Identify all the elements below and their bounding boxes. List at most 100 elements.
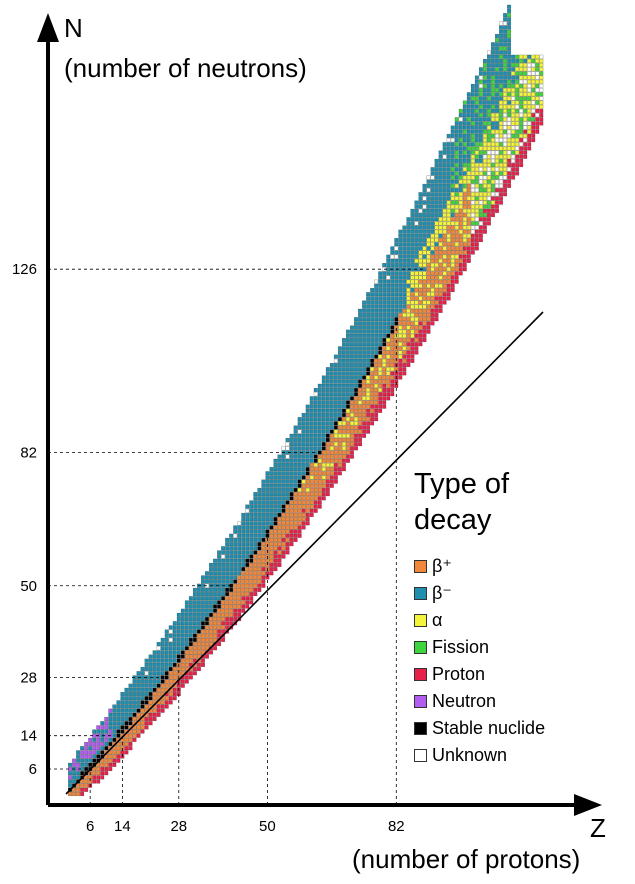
nuclide-cell <box>241 587 246 592</box>
nuclide-cell <box>120 692 125 697</box>
nuclide-cell <box>450 158 455 163</box>
nuclide-cell <box>430 296 435 301</box>
legend-item: β⁻ <box>414 580 545 607</box>
nuclide-cell <box>535 71 540 76</box>
nuclide-cell <box>273 567 278 572</box>
nuclide-cell <box>188 654 193 659</box>
nuclide-cell <box>430 229 435 234</box>
nuclide-cell <box>140 667 145 672</box>
nuclide-cell <box>515 121 520 126</box>
nuclide-cell <box>160 704 165 709</box>
nuclide-cell <box>422 296 427 301</box>
nuclide-cell <box>345 337 350 343</box>
nuclide-cell <box>301 479 306 484</box>
nuclide-cell <box>491 42 495 47</box>
nuclide-cell <box>470 108 475 113</box>
nuclide-cell <box>402 317 407 322</box>
nuclide-cell <box>164 646 169 651</box>
nuclide-cell <box>350 454 354 459</box>
nuclide-cell <box>503 42 508 47</box>
nuclide-cell <box>124 716 129 722</box>
nuclide-cell <box>309 421 314 426</box>
nuclide-cell <box>217 600 222 605</box>
nuclide-cell <box>345 358 350 363</box>
nuclide-cell <box>382 312 387 318</box>
nuclide-cell <box>217 550 222 555</box>
nuclide-cell <box>217 642 222 647</box>
nuclide-cell <box>337 367 342 372</box>
nuclide-cell <box>438 304 443 309</box>
nuclide-cell <box>442 183 447 188</box>
nuclide-cell <box>164 704 169 709</box>
nuclide-cell <box>116 729 121 734</box>
nuclide-cell <box>466 238 471 243</box>
nuclide-cell <box>386 304 391 309</box>
nuclide-cell <box>495 58 499 63</box>
nuclide-cell <box>531 71 536 76</box>
nuclide-cell <box>434 204 439 209</box>
nuclide-cell <box>313 454 318 459</box>
nuclide-cell <box>337 417 342 422</box>
nuclide-cell <box>265 517 270 522</box>
nuclide-cell <box>180 629 185 634</box>
nuclide-cell <box>341 467 346 472</box>
nuclide-cell <box>474 121 479 126</box>
nuclide-cell <box>458 108 463 113</box>
nuclide-cell <box>354 362 358 368</box>
legend-swatch <box>414 668 427 681</box>
nuclide-cell <box>329 467 334 472</box>
nuclide-cell <box>402 342 407 347</box>
nuclide-cell <box>217 612 222 617</box>
nuclide-cell <box>301 500 306 505</box>
nuclide-cell <box>539 88 544 93</box>
nuclide-cell <box>370 312 375 318</box>
nuclide-cell <box>350 358 354 363</box>
nuclide-cell <box>394 242 399 247</box>
nuclide-cell <box>249 537 254 542</box>
nuclide-cell <box>225 550 230 555</box>
nuclide-cell <box>426 200 431 205</box>
nuclide-cell <box>370 392 375 397</box>
nuclide-cell <box>539 113 544 118</box>
nuclide-cell <box>438 225 443 230</box>
nuclide-cell <box>160 650 165 655</box>
nuclide-cell <box>486 188 491 193</box>
nuclide-cell <box>345 429 350 434</box>
nuclide-cell <box>422 183 427 188</box>
nuclide-cell <box>358 362 363 368</box>
nuclide-cell <box>285 467 290 472</box>
nuclide-cell <box>470 179 475 184</box>
y-tick-label: 82 <box>20 444 37 461</box>
nuclide-cell <box>491 83 495 88</box>
nuclide-cell <box>370 387 375 393</box>
nuclide-cell <box>196 612 201 617</box>
nuclide-cell <box>527 58 532 63</box>
nuclide-cell <box>245 600 250 605</box>
nuclide-cell <box>454 204 459 209</box>
nuclide-cell <box>454 188 459 193</box>
nuclide-cell <box>253 529 258 534</box>
nuclide-cell <box>217 562 222 567</box>
nuclide-cell <box>72 791 77 797</box>
nuclide-cell <box>164 629 169 634</box>
nuclide-cell <box>430 233 435 238</box>
nuclide-cell <box>313 458 318 463</box>
nuclide-cell <box>366 371 371 376</box>
nuclide-cell <box>478 100 483 105</box>
nuclide-cell <box>482 96 487 101</box>
nuclide-cell <box>503 92 508 97</box>
nuclide-cell <box>374 404 379 409</box>
nuclide-cell <box>390 350 395 355</box>
nuclide-cell <box>281 467 286 472</box>
nuclide-cell <box>486 96 491 101</box>
nuclide-cell <box>80 746 85 751</box>
nuclide-cell <box>478 83 483 88</box>
nuclide-cell <box>482 204 487 209</box>
nuclide-cell <box>245 558 250 563</box>
nuclide-cell <box>507 21 512 26</box>
nuclide-cell <box>136 729 141 734</box>
nuclide-cell <box>196 642 201 647</box>
nuclide-cell <box>446 183 451 188</box>
nuclide-cell <box>422 271 427 276</box>
